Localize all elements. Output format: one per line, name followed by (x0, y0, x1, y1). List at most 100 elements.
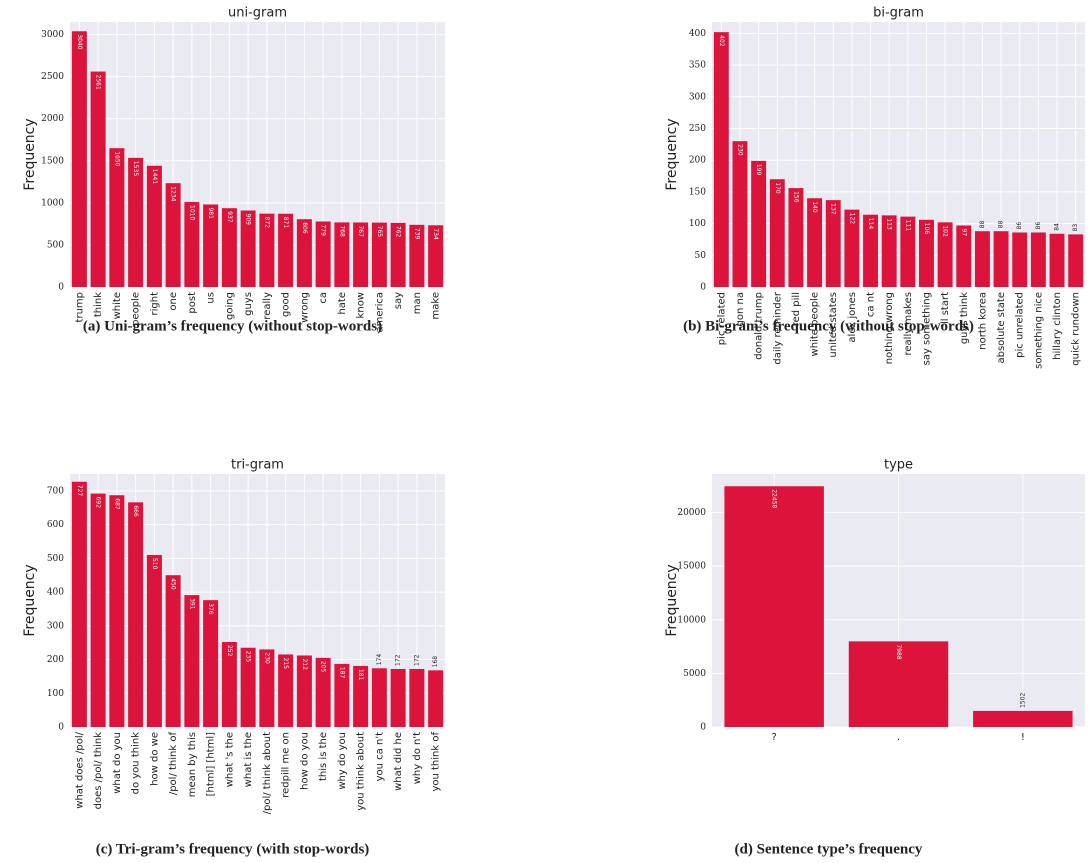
y-tick-label: 400 (47, 588, 64, 598)
y-axis-label: Frequency (22, 564, 38, 636)
value-label: 84 (1054, 223, 1061, 231)
y-tick-label: 3000 (41, 30, 64, 40)
bar (956, 225, 972, 287)
x-tick-label: what is the (243, 732, 254, 787)
value-label: 102 (942, 225, 949, 237)
plot-background (70, 474, 445, 727)
y-axis-label: Frequency (22, 118, 38, 190)
x-tick-label: donald trump (754, 292, 765, 360)
x-tick-label: . (897, 732, 900, 743)
y-tick-label: 15000 (677, 562, 706, 572)
value-label: 205 (320, 661, 327, 673)
x-tick-label: quick rundown (1071, 292, 1082, 366)
x-tick-label: really makes (903, 292, 914, 356)
value-label: 391 (188, 598, 195, 610)
bar (844, 209, 860, 287)
bar (769, 179, 785, 287)
bar (713, 32, 729, 287)
bar (1030, 232, 1046, 287)
chart-title: uni-gram (228, 6, 287, 21)
value-label: 871 (282, 217, 289, 229)
y-tick-label: 1500 (41, 156, 64, 166)
x-tick-label: white people (810, 292, 821, 356)
value-label: 97 (960, 229, 967, 237)
bar (165, 575, 181, 727)
value-label: 767 (357, 225, 364, 237)
x-tick-label: do you think (131, 732, 142, 795)
x-tick-label: say (393, 292, 404, 309)
value-label: 806 (301, 222, 308, 234)
bar (221, 208, 237, 287)
plot-background (712, 22, 1085, 287)
x-tick-label: right (149, 292, 160, 316)
y-tick-label: 2000 (41, 114, 64, 124)
x-tick-label: you think about (356, 732, 367, 811)
value-label: 113 (886, 218, 893, 230)
value-label: 187 (338, 667, 345, 679)
value-label: 114 (867, 218, 874, 230)
bar (128, 157, 144, 287)
x-tick-label: really (262, 292, 273, 320)
value-label: 215 (282, 657, 289, 669)
bar (390, 668, 406, 727)
bar (848, 641, 949, 727)
y-tick-label: 500 (47, 554, 64, 564)
x-tick-label: nothing wrong (884, 292, 895, 364)
value-label: 872 (263, 217, 270, 229)
value-label: 106 (923, 223, 930, 235)
bar (278, 213, 294, 287)
y-tick-label: 200 (47, 655, 64, 665)
bar (788, 188, 804, 287)
value-label: 172 (413, 654, 420, 666)
y-tick-label: 300 (47, 621, 64, 631)
x-tick-label: think (93, 292, 104, 317)
x-tick-label: you think of (431, 732, 442, 792)
y-axis-label: Frequency (664, 564, 680, 636)
x-tick-label: ! (1021, 732, 1025, 743)
bar (732, 141, 748, 287)
x-tick-label: pic unrelated (1015, 292, 1026, 358)
bar (371, 222, 387, 287)
x-tick-label: know (356, 292, 367, 318)
x-tick-label: make (431, 292, 442, 319)
bar (240, 647, 256, 727)
x-tick-label: does /pol/ think (93, 732, 104, 810)
value-label: 981 (207, 207, 214, 219)
bar (90, 71, 106, 287)
y-tick-label: 5000 (683, 669, 706, 679)
caption: (c) Tri-gram’s frequency (with stop-word… (96, 841, 370, 857)
value-label: 252 (226, 645, 233, 657)
value-label: 666 (132, 505, 139, 517)
value-label: 1234 (170, 186, 177, 201)
bar (315, 657, 331, 727)
bar (353, 665, 369, 727)
bar (428, 225, 444, 287)
bar (203, 600, 219, 727)
bar (278, 654, 294, 727)
y-tick-label: 2500 (41, 72, 64, 82)
value-label: 86 (1016, 222, 1023, 230)
value-label: 3040 (76, 34, 83, 49)
bar (184, 595, 200, 727)
value-label: 779 (320, 224, 327, 236)
y-tick-label: 100 (689, 219, 706, 229)
x-tick-label: mean by this (187, 732, 198, 797)
x-tick-label: what did he (393, 732, 404, 791)
bar (296, 655, 312, 727)
bar (973, 710, 1073, 727)
value-label: 768 (338, 225, 345, 237)
x-tick-label: post (187, 292, 198, 314)
value-label: 122 (848, 213, 855, 225)
chart-title: tri-gram (231, 458, 284, 473)
x-tick-label: good (281, 292, 292, 317)
bar (937, 222, 953, 287)
x-tick-label: pic related (716, 292, 727, 345)
x-tick-label: how do you (299, 732, 310, 790)
value-label: 22458 (771, 489, 778, 508)
bar (146, 165, 162, 287)
x-tick-label: one (168, 292, 179, 311)
x-tick-label: guys (243, 292, 254, 316)
value-label: 734 (432, 228, 439, 240)
y-tick-label: 150 (689, 187, 706, 197)
